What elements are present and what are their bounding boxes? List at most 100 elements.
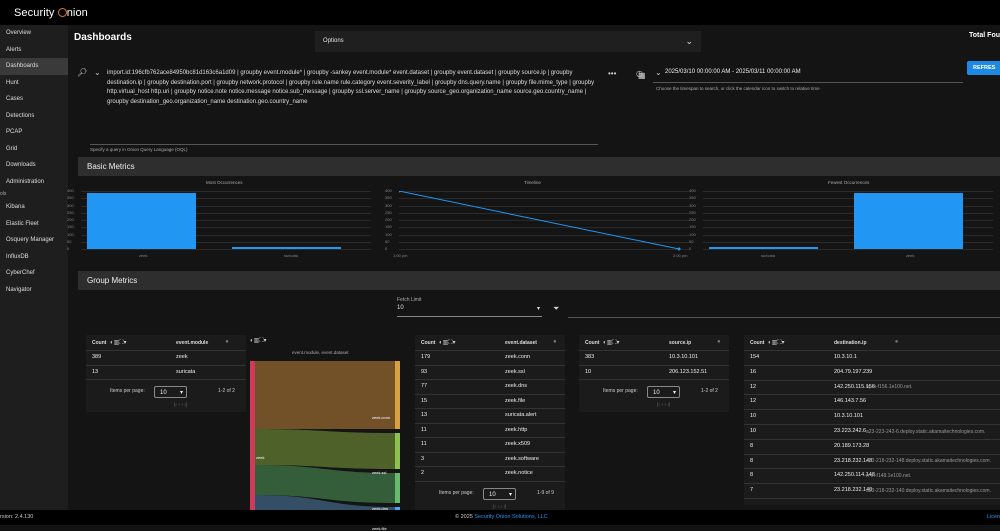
row-count[interactable]: 11 xyxy=(421,426,427,433)
search-icon[interactable]: 🔎︎ xyxy=(77,68,88,77)
sidebar-item-navigator[interactable]: Navigator xyxy=(6,286,32,293)
sidebar-item-cyberchef[interactable]: CyberChef xyxy=(6,270,35,276)
sidebar-item-hunt[interactable]: Hunt xyxy=(6,79,19,86)
row-count[interactable]: 8 xyxy=(750,457,754,464)
table-toolbar-icons[interactable]: ◐▥⛶▾ xyxy=(439,340,456,346)
row-value[interactable]: 23.223.242.6 xyxy=(834,428,867,434)
count-column-header[interactable]: Count xyxy=(750,340,765,346)
row-value[interactable]: zeek.software xyxy=(505,455,539,462)
page-nav-icons[interactable]: |‹ ‹ › ›| xyxy=(174,402,188,408)
row-value[interactable]: 206.123.152.51 xyxy=(669,368,708,375)
source_table-column-header[interactable]: source.ip xyxy=(669,340,692,346)
row-value[interactable]: zeek.ssl xyxy=(505,368,525,375)
sidebar-item-influxdb[interactable]: InfluxDB xyxy=(6,253,29,260)
row-count[interactable]: 12 xyxy=(750,383,757,390)
sankey-flow-file[interactable] xyxy=(255,495,395,511)
more-options-icon[interactable]: ••• xyxy=(608,69,617,78)
row-count[interactable]: 16 xyxy=(750,368,757,375)
query-input[interactable]: import.id:196cfb762ace84950bc81d163c6a1d… xyxy=(107,70,595,106)
row-value[interactable]: zeek.notice xyxy=(505,470,533,476)
fetch-limit-select[interactable]: 10 ▾ xyxy=(397,305,542,317)
sankey-flow-dns[interactable] xyxy=(255,465,395,503)
info-icon[interactable]: ● xyxy=(894,339,899,345)
chevron-down-icon[interactable]: ⌄ xyxy=(94,68,101,77)
filter-icon[interactable]: ⏷ xyxy=(553,304,560,313)
row-count[interactable]: 179 xyxy=(421,354,431,360)
row-count[interactable]: 389 xyxy=(92,354,102,360)
sidebar-item-kibana[interactable]: Kibana xyxy=(6,204,25,210)
clock-icon[interactable]: ◷ xyxy=(636,69,643,78)
sidebar-item-overview[interactable]: Overview xyxy=(6,30,32,36)
bar-suricata[interactable] xyxy=(709,247,818,249)
row-value[interactable]: 10.3.10.1 xyxy=(834,354,857,360)
license-link[interactable]: Licen xyxy=(986,514,1000,520)
info-icon[interactable]: ● xyxy=(717,339,721,345)
options-dropdown[interactable]: Options ⌄ xyxy=(315,31,701,52)
module_table-column-header[interactable]: event.module xyxy=(176,340,209,346)
row-count[interactable]: 10 xyxy=(585,368,592,375)
dataset_table-column-header[interactable]: event.dataset xyxy=(505,340,537,346)
sankey-node-conn[interactable] xyxy=(395,361,400,429)
table-toolbar-icons[interactable]: ◐▥⛶▾ xyxy=(250,338,267,344)
row-value[interactable]: suricata.alert xyxy=(505,412,537,418)
sankey-node-ssl[interactable] xyxy=(395,433,400,469)
sidebar-item-dashboards[interactable]: Dashboards xyxy=(0,58,68,75)
bar-zeek[interactable] xyxy=(87,192,196,249)
row-value[interactable]: zeek.file xyxy=(505,397,526,404)
table-toolbar-icons[interactable]: ◐▥⛶▾ xyxy=(603,340,620,346)
items-per-page-select[interactable]: 10 ▾ xyxy=(154,386,187,398)
page-nav-icons[interactable]: |‹ ‹ › ›| xyxy=(493,503,507,510)
info-icon[interactable]: ● xyxy=(225,339,229,345)
row-count[interactable]: 2 xyxy=(421,470,425,476)
sankey-node-dns[interactable] xyxy=(395,473,400,503)
row-value[interactable]: 10.3.10.101 xyxy=(669,354,699,360)
sankey-node-file[interactable] xyxy=(395,507,400,511)
row-count[interactable]: 15 xyxy=(421,397,428,404)
row-count[interactable]: 154 xyxy=(750,354,760,360)
row-value[interactable]: 146.143.7.56 xyxy=(834,398,867,405)
bar-zeek[interactable] xyxy=(854,192,963,249)
row-count[interactable]: 383 xyxy=(585,354,595,360)
count-column-header[interactable]: Count xyxy=(421,340,436,346)
row-count[interactable]: 7 xyxy=(750,487,754,494)
row-value[interactable]: 20.189.173.28 xyxy=(834,442,870,449)
basic-metrics-header[interactable]: Basic Metrics xyxy=(78,157,1000,176)
row-count[interactable]: 77 xyxy=(421,383,428,389)
info-icon[interactable]: ● xyxy=(553,339,557,345)
row-count[interactable]: 93 xyxy=(421,368,428,375)
sankey-flow-ssl[interactable] xyxy=(255,429,395,469)
calendar-icon[interactable]: ▦ xyxy=(638,71,646,80)
row-count[interactable]: 3 xyxy=(421,455,425,462)
dest_table-column-header[interactable]: destination.ip xyxy=(834,340,867,346)
sidebar-item-osquery-manager[interactable]: Osquery Manager xyxy=(6,237,55,243)
count-column-header[interactable]: Count xyxy=(92,340,107,346)
items-per-page-select[interactable]: 10 ▾ xyxy=(647,386,680,398)
row-count[interactable]: 12 xyxy=(750,398,757,405)
sidebar-item-elastic-fleet[interactable]: Elastic Fleet xyxy=(6,220,39,227)
brand-logo[interactable]: Security nion xyxy=(14,6,88,19)
row-count[interactable]: 13 xyxy=(421,412,428,418)
row-value[interactable]: zeek.conn xyxy=(505,354,531,360)
row-count[interactable]: 11 xyxy=(421,441,427,447)
row-value[interactable]: suricata xyxy=(176,368,196,375)
sidebar-item-administration[interactable]: Administration xyxy=(6,178,45,185)
sidebar-item-grid[interactable]: Grid xyxy=(6,145,18,152)
row-value[interactable]: 142.250.114.148 xyxy=(834,472,875,479)
row-value[interactable]: 23.218.232.148 xyxy=(834,457,873,464)
refresh-button[interactable]: REFRES xyxy=(967,61,1000,75)
sidebar-item-pcap[interactable]: PCAP xyxy=(6,129,23,135)
sankey-node-zeek[interactable] xyxy=(250,361,255,511)
table-toolbar-icons[interactable]: ◐▥⛶▾ xyxy=(110,340,127,346)
timeline-point[interactable] xyxy=(399,191,401,193)
daterange-input[interactable]: 2025/03/10 00:00:00 AM - 2025/03/11 00:0… xyxy=(665,69,801,75)
bar-suricata[interactable] xyxy=(232,247,341,249)
sidebar-item-downloads[interactable]: Downloads xyxy=(6,162,36,168)
items-per-page-select[interactable]: 10 ▾ xyxy=(483,487,516,500)
company-link[interactable]: Security Onion Solutions, LLC xyxy=(474,514,548,520)
sidebar-item-alerts[interactable]: Alerts xyxy=(6,46,22,53)
row-count[interactable]: 8 xyxy=(750,442,754,449)
row-value[interactable]: 142.250.115.156 xyxy=(834,383,875,390)
row-value[interactable]: 204.79.197.239 xyxy=(834,368,873,375)
timeline-point[interactable] xyxy=(677,247,681,251)
count-column-header[interactable]: Count xyxy=(585,340,600,346)
